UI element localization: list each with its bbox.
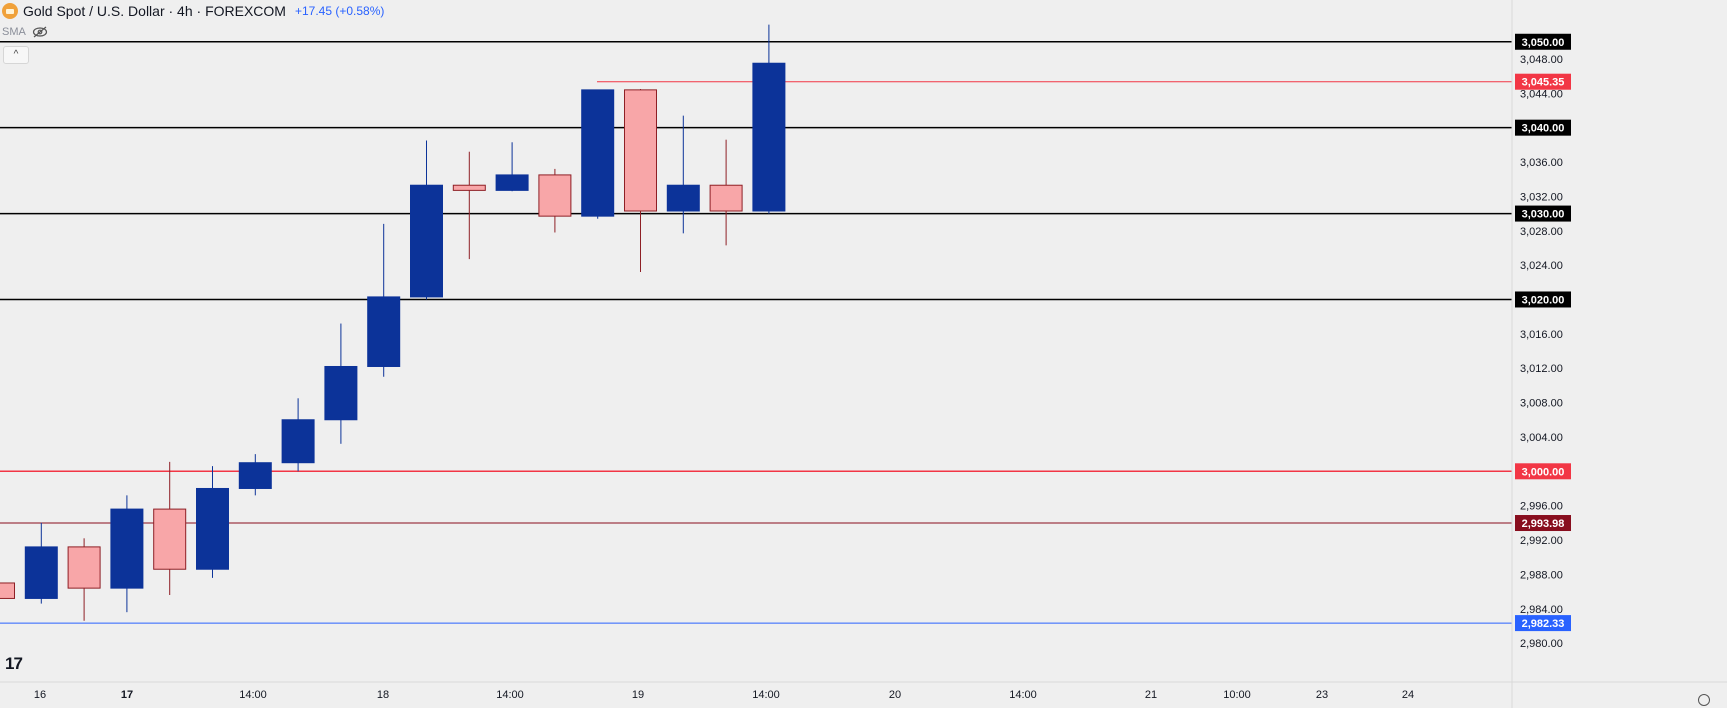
candle-body — [153, 508, 187, 570]
price-level-badge — [1515, 463, 1571, 480]
price-change: +17.45 (+0.58%) — [294, 4, 385, 18]
time-tick-label: 23 — [1316, 689, 1328, 701]
collapse-legend-button[interactable]: ^ — [3, 46, 29, 64]
candle — [538, 168, 572, 233]
price-level-label: 3,040.00 — [1522, 123, 1565, 135]
price-tick-label: 2,996.00 — [1520, 501, 1563, 513]
candle-body — [410, 184, 443, 298]
time-tick-label: 14:00 — [752, 689, 780, 701]
price-level-badge — [1515, 615, 1571, 632]
time-tick-label: 20 — [889, 689, 901, 701]
price-level-label: 3,050.00 — [1522, 37, 1565, 49]
price-tick-label: 2,984.00 — [1520, 604, 1563, 616]
price-tick-label: 3,016.00 — [1520, 329, 1563, 341]
candle-body — [238, 462, 272, 489]
candle — [624, 89, 657, 272]
candle-body — [0, 582, 15, 599]
candle-body — [624, 89, 657, 212]
time-tick-label: 14:00 — [239, 689, 267, 701]
price-tick-label: 2,992.00 — [1520, 535, 1563, 547]
price-level-badge — [1515, 119, 1571, 136]
candle — [709, 139, 743, 246]
chart-header: Gold Spot / U.S. Dollar · 4h · FOREXCOM … — [2, 2, 384, 20]
price-tick-label: 2,980.00 — [1520, 638, 1563, 650]
plot-area[interactable] — [0, 24, 1512, 624]
price-tick-label: 3,044.00 — [1520, 88, 1563, 100]
candle-body — [538, 174, 572, 217]
candle — [0, 582, 15, 599]
price-tick-label: 3,048.00 — [1520, 54, 1563, 66]
price-axis[interactable]: 2,980.00 2,984.00 2,988.00 2,992.00 2,996.00… — [1511, 0, 1727, 708]
time-axis[interactable]: 16 17 14:00 18 14:00 19 14:00 20 14:00 21 10:00 23 2… — [0, 681, 1727, 701]
price-level-label: 2,993.98 — [1522, 518, 1565, 530]
price-level-badge — [1515, 515, 1571, 532]
time-tick-label: 14:00 — [1009, 689, 1037, 701]
candle — [238, 454, 272, 496]
candle — [281, 398, 315, 472]
candle-body — [666, 184, 700, 212]
settings-icon[interactable] — [1698, 694, 1710, 706]
price-level-label: 3,030.00 — [1522, 209, 1565, 221]
price-level-label: 2,982.33 — [1522, 618, 1565, 630]
candle-body — [367, 296, 401, 367]
price-tick-label: 2,988.00 — [1520, 569, 1563, 581]
candle-body — [495, 174, 529, 191]
price-level-label: 3,045.35 — [1522, 77, 1565, 89]
candle — [24, 522, 58, 604]
candle — [752, 24, 786, 214]
price-level-badge — [1515, 205, 1571, 222]
time-tick-label: 17 — [121, 689, 133, 701]
price-tick-label: 3,008.00 — [1520, 398, 1563, 410]
time-tick-label: 21 — [1145, 689, 1157, 701]
candle — [367, 223, 401, 377]
time-tick-label: 24 — [1402, 689, 1414, 701]
price-level-badge — [1515, 291, 1571, 308]
time-tick-label: 10:00 — [1223, 689, 1251, 701]
indicator-label[interactable]: SMA — [2, 26, 26, 38]
candle-body — [24, 546, 58, 599]
time-tick-label: 14:00 — [496, 689, 524, 701]
price-tick-label: 3,036.00 — [1520, 157, 1563, 169]
candle-body — [110, 508, 144, 589]
indicator-legend: SMA — [2, 26, 48, 38]
symbol-title[interactable]: Gold Spot / U.S. Dollar · 4h · FOREXCOM — [23, 3, 286, 19]
price-tick-label: 3,004.00 — [1520, 432, 1563, 444]
price-tick-label: 3,032.00 — [1520, 191, 1563, 203]
candle — [324, 323, 358, 444]
tradingview-logo[interactable]: 17 — [5, 654, 23, 673]
price-axis-bg — [1512, 0, 1727, 708]
candle — [666, 115, 700, 234]
price-level-label: 3,000.00 — [1522, 466, 1565, 478]
gold-symbol-icon[interactable] — [2, 3, 18, 19]
price-level-badge — [1515, 73, 1571, 90]
candle — [196, 466, 229, 578]
candle-body — [581, 89, 615, 217]
price-tick-label: 3,012.00 — [1520, 363, 1563, 375]
candle — [581, 89, 615, 219]
eye-hidden-icon[interactable] — [32, 26, 48, 38]
candle — [452, 151, 486, 260]
time-tick-label: 18 — [377, 689, 389, 701]
candle-body — [196, 487, 229, 570]
price-level-badge — [1515, 33, 1571, 50]
candle — [67, 538, 101, 621]
price-level-label: 3,020.00 — [1522, 294, 1565, 306]
candle-body — [281, 419, 315, 464]
candle — [410, 140, 443, 300]
candle-body — [452, 184, 486, 191]
candle — [110, 495, 144, 613]
candle-body — [752, 62, 786, 212]
candle-body — [67, 546, 101, 589]
price-tick-label: 3,028.00 — [1520, 226, 1563, 238]
candle-body — [324, 365, 358, 421]
candle — [495, 142, 529, 192]
time-tick-label: 19 — [632, 689, 644, 701]
candle-body — [709, 184, 743, 212]
candle — [153, 461, 187, 596]
price-tick-label: 3,024.00 — [1520, 260, 1563, 272]
time-tick-label: 16 — [34, 689, 46, 701]
